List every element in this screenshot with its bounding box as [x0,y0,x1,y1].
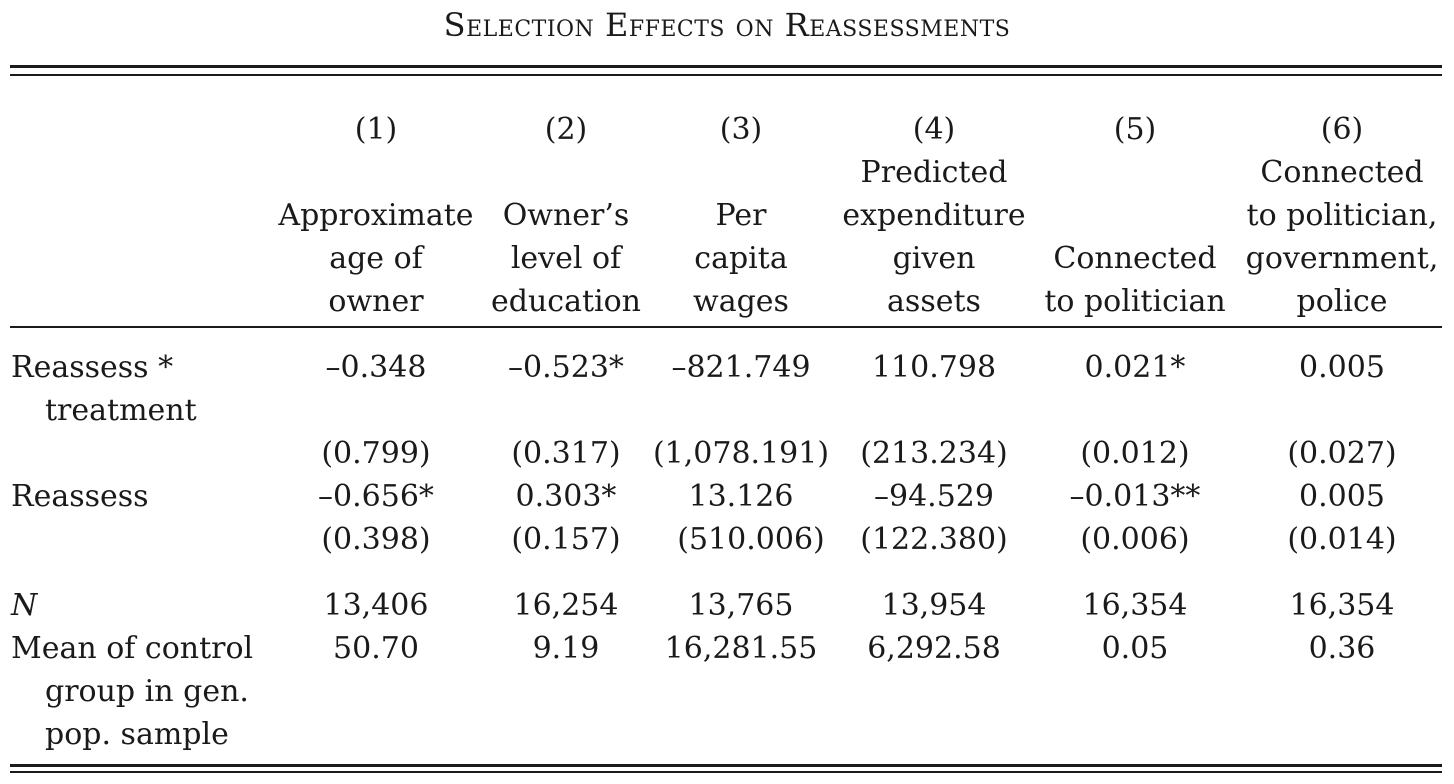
coefficient-cell: 0.021* [1084,350,1186,385]
column-header-line: owner [328,284,424,319]
standard-error-cell: (1,078.191) [652,436,830,471]
stat-cell: 16,354 [1082,588,1188,623]
column-header: Connected to politician, government, pol… [1236,151,1448,323]
column-header-line: given [892,241,976,276]
column-header: Owner’s level of education [482,194,650,323]
column-header-line: Connected [1053,241,1217,276]
column-header-line: Per [715,198,767,233]
coefficient-cell: –0.348 [325,350,427,385]
column-header-line: capita [694,241,788,276]
top-rule-thin [10,74,1442,76]
standard-error-cell: (510.006) [677,522,825,557]
stat-cell: 50.70 [333,631,419,666]
column-header-line: to politician, [1246,198,1438,233]
column-number: (1) [354,112,398,147]
column-header: Per capita wages [656,194,826,323]
column-header-line: to politician [1044,284,1226,319]
stat-label-continued: pop. sample [45,717,229,752]
standard-error-cell: (0.027) [1287,436,1397,471]
column-header-line: expenditure [842,198,1026,233]
stat-cell: 16,254 [513,588,619,623]
column-header-line: Predicted [860,155,1008,190]
column-header: Approximate age of owner [270,194,482,323]
column-header-line: police [1296,284,1388,319]
row-label: Reassess [11,479,149,514]
row-label: Reassess * [11,350,174,385]
coefficient-cell: –0.523* [508,350,624,385]
top-rule-thick [10,65,1442,68]
coefficient-cell: –821.749 [671,350,811,385]
column-number: (6) [1320,112,1364,147]
standard-error-cell: (0.014) [1287,522,1397,557]
column-header: Connected to politician [1036,237,1234,323]
column-header-line: government, [1245,241,1439,276]
standard-error-cell: (0.799) [321,436,431,471]
column-header-line: level of [510,241,622,276]
column-header: Predicted expenditure given assets [832,151,1036,323]
column-header-line: Connected [1260,155,1424,190]
stat-cell: 0.36 [1308,631,1376,666]
column-header-line: Approximate [278,198,474,233]
standard-error-cell: (213.234) [860,436,1008,471]
stat-label: Mean of control [11,631,254,666]
column-header-line: education [491,284,641,319]
coefficient-cell: –0.013** [1069,479,1201,514]
table-title: Selection Effects on Reassessments [443,6,1011,44]
column-header-line: Owner’s [502,198,630,233]
coefficient-cell: –0.656* [318,479,434,514]
bottom-rule-thick [10,764,1442,767]
stat-cell: 16,354 [1289,588,1395,623]
stat-cell: 9.19 [532,631,600,666]
stat-cell: 13,765 [688,588,794,623]
coefficient-cell: 110.798 [871,350,997,385]
standard-error-cell: (0.157) [511,522,621,557]
header-rule [10,326,1442,328]
bottom-rule-thin [10,771,1442,773]
column-header-line: wages [693,284,789,319]
standard-error-cell: (0.012) [1080,436,1190,471]
column-number: (3) [719,112,763,147]
stat-label: N [11,588,38,623]
column-number: (4) [912,112,956,147]
coefficient-cell: 13.126 [688,479,794,514]
stat-cell: 6,292.58 [867,631,1001,666]
standard-error-cell: (0.006) [1080,522,1190,557]
column-number: (2) [544,112,588,147]
column-header-line: assets [887,284,981,319]
column-header-line: age of [329,241,423,276]
coefficient-cell: –94.529 [874,479,994,514]
standard-error-cell: (0.317) [511,436,621,471]
stat-cell: 0.05 [1101,631,1169,666]
stat-cell: 13,954 [881,588,987,623]
stat-cell: 16,281.55 [664,631,818,666]
standard-error-cell: (122.380) [860,522,1008,557]
coefficient-cell: 0.303* [515,479,617,514]
coefficient-cell: 0.005 [1299,479,1385,514]
stat-cell: 13,406 [323,588,429,623]
standard-error-cell: (0.398) [321,522,431,557]
stat-label-continued: group in gen. [45,674,249,709]
coefficient-cell: 0.005 [1299,350,1385,385]
row-label-continued: treatment [45,393,197,428]
column-number: (5) [1113,112,1157,147]
